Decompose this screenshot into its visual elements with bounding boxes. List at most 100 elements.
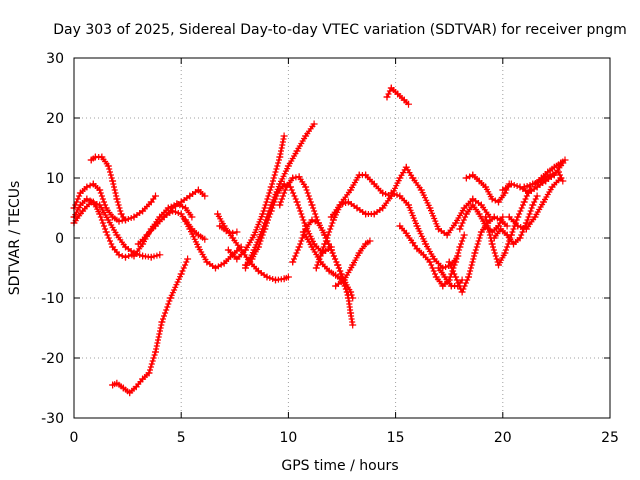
data-point <box>344 198 352 206</box>
data-point <box>460 231 468 239</box>
data-point <box>109 381 117 389</box>
data-point <box>115 217 123 225</box>
data-point <box>507 180 515 188</box>
data-point <box>452 219 460 227</box>
data-point <box>561 156 569 164</box>
data-point <box>522 225 530 233</box>
data-point <box>177 270 185 278</box>
data-point <box>104 216 112 224</box>
data-point <box>370 180 378 188</box>
data-point <box>233 228 241 236</box>
data-point <box>76 189 84 197</box>
data-point <box>214 210 222 218</box>
data-point <box>126 389 134 397</box>
data-point <box>248 255 256 263</box>
data-point <box>465 273 472 281</box>
series-arc-24 <box>409 174 494 239</box>
data-point <box>186 192 194 200</box>
x-tick-label: 5 <box>177 430 186 446</box>
y-tick-label: -20 <box>41 351 64 367</box>
data-point <box>490 213 498 221</box>
data-point <box>503 231 511 239</box>
data-point <box>308 243 316 251</box>
data-point <box>76 201 84 209</box>
data-point <box>295 173 303 181</box>
data-point <box>194 231 202 239</box>
data-point <box>432 273 440 281</box>
data-point <box>263 273 271 281</box>
data-point <box>177 210 185 218</box>
data-point <box>533 192 541 200</box>
data-point <box>216 222 224 230</box>
data-point <box>188 225 196 233</box>
data-point <box>250 231 258 239</box>
data-point <box>332 282 340 290</box>
data-point <box>98 153 106 161</box>
data-point <box>475 210 483 218</box>
data-point <box>147 253 155 261</box>
data-point <box>184 255 192 263</box>
data-point <box>122 253 129 261</box>
data-point <box>220 259 228 267</box>
data-point <box>435 264 442 272</box>
data-point <box>152 348 159 356</box>
data-point <box>452 273 460 281</box>
data-point <box>302 183 310 191</box>
data-point <box>409 174 417 182</box>
data-point <box>254 243 262 251</box>
data-point <box>113 231 121 239</box>
data-point <box>362 171 370 179</box>
data-point <box>405 201 412 209</box>
data-point <box>284 162 292 170</box>
x-tick-label: 20 <box>494 430 512 446</box>
data-point <box>83 183 91 191</box>
data-point <box>400 96 408 104</box>
data-point <box>370 210 378 218</box>
data-point <box>531 213 539 221</box>
data-point <box>548 183 556 191</box>
data-point <box>336 201 344 209</box>
data-point <box>441 273 449 281</box>
data-point <box>482 213 490 221</box>
data-point <box>119 384 127 392</box>
data-point <box>482 183 490 191</box>
data-point <box>347 186 355 194</box>
data-point <box>109 243 117 251</box>
data-point <box>152 222 159 230</box>
data-point <box>143 231 151 239</box>
series-arc-11 <box>216 222 241 237</box>
data-layer <box>70 84 569 397</box>
data-point <box>405 100 412 108</box>
data-point <box>447 282 455 290</box>
data-point <box>314 219 322 227</box>
data-point <box>516 234 524 242</box>
data-point <box>321 240 329 248</box>
data-point <box>420 251 427 259</box>
data-point <box>325 267 333 275</box>
data-point <box>96 201 104 209</box>
data-point <box>194 186 202 194</box>
data-point <box>362 210 370 218</box>
data-point <box>201 235 209 243</box>
data-point <box>312 264 320 272</box>
data-point <box>222 227 230 235</box>
data-point <box>426 258 434 266</box>
data-point <box>475 177 483 185</box>
data-point <box>280 275 288 283</box>
data-point <box>267 183 275 191</box>
x-tick-label: 25 <box>601 430 619 446</box>
data-point <box>302 132 310 140</box>
data-point <box>355 171 363 179</box>
data-point <box>383 93 391 101</box>
data-point <box>96 186 104 194</box>
data-point <box>272 276 279 284</box>
data-point <box>540 198 547 206</box>
data-point <box>452 258 460 266</box>
data-point <box>514 222 522 230</box>
data-point <box>490 234 498 242</box>
data-point <box>117 210 125 218</box>
data-point <box>469 195 477 203</box>
data-point <box>299 228 307 236</box>
data-point <box>396 174 404 182</box>
